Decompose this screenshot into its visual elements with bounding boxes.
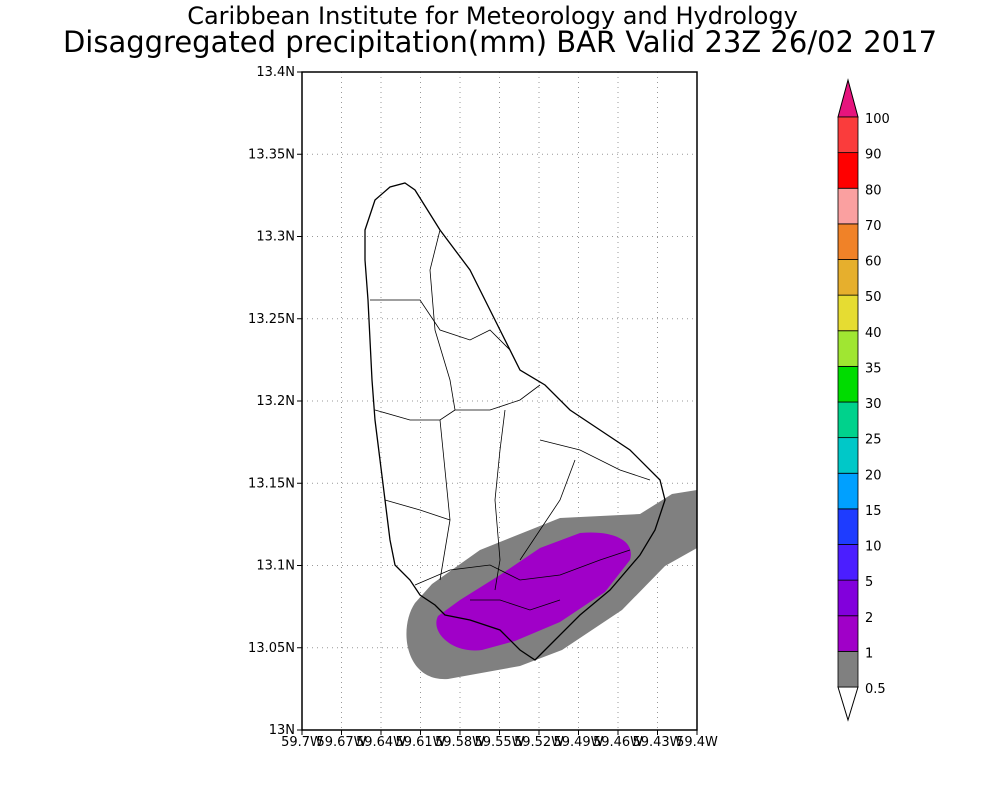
colorbar-label: 80 xyxy=(865,183,882,198)
gridlines xyxy=(302,72,697,730)
colorbar-label: 60 xyxy=(865,255,882,270)
lon-label: 59.7W xyxy=(281,735,323,750)
colorbar-label: 0.5 xyxy=(865,682,886,697)
colorbar-label: 2 xyxy=(865,611,873,626)
colorbar-label: 20 xyxy=(865,468,882,483)
colorbar-label: 10 xyxy=(865,540,882,555)
lat-label: 13.2N xyxy=(256,394,295,409)
colorbar-segment xyxy=(837,544,859,581)
lon-label: 59.52W xyxy=(514,735,564,750)
colorbar-label: 5 xyxy=(865,575,873,590)
lat-label: 13.3N xyxy=(256,230,295,245)
lon-label: 59.43W xyxy=(632,735,682,750)
colorbar-segment xyxy=(837,650,859,688)
colorbar-under-triangle xyxy=(837,686,859,722)
lat-label: 13.25N xyxy=(248,312,295,327)
colorbar-segment xyxy=(837,437,859,474)
colorbar-label: 35 xyxy=(865,361,882,376)
colorbar-segment xyxy=(837,187,859,225)
lon-label: 59.64W xyxy=(356,735,406,750)
colorbar-segment xyxy=(837,508,859,545)
lat-label: 13.35N xyxy=(248,147,295,162)
lat-label: 13.15N xyxy=(248,476,295,491)
colorbar-label: 30 xyxy=(865,397,882,412)
colorbar-segment xyxy=(837,401,859,439)
lon-label: 59.55W xyxy=(474,735,524,750)
lon-label: 59.4W xyxy=(676,735,718,750)
lat-label: 13N xyxy=(269,723,295,738)
lat-label: 13.05N xyxy=(248,641,295,656)
colorbar-label: 100 xyxy=(865,112,890,127)
colorbar-label: 40 xyxy=(865,326,882,341)
precip-shade-1-2 xyxy=(436,532,631,651)
colorbar-segment xyxy=(837,615,859,652)
axis-ticks: 59.7W59.67W59.64W59.61W59.58W59.55W59.52… xyxy=(248,65,718,750)
title-product: Disaggregated precipitation(mm) BAR Vali… xyxy=(62,25,938,59)
colorbar-segment xyxy=(837,365,859,403)
lon-label: 59.46W xyxy=(593,735,643,750)
colorbar-segment xyxy=(837,152,859,189)
colorbar-label: 50 xyxy=(865,290,882,305)
colorbar-label: 90 xyxy=(865,148,882,163)
colorbar-label: 1 xyxy=(865,646,873,661)
colorbar-segment xyxy=(837,330,859,367)
colorbar-segment xyxy=(837,259,859,296)
lat-label: 13.4N xyxy=(256,65,295,80)
colorbar-label: 15 xyxy=(865,504,882,519)
lon-label: 59.61W xyxy=(395,735,445,750)
colorbar-segment xyxy=(837,223,859,260)
lon-label: 59.49W xyxy=(553,735,603,750)
colorbar-label: 70 xyxy=(865,219,882,234)
colorbar-over-triangle xyxy=(837,78,859,118)
colorbar-segment xyxy=(837,579,859,617)
lon-label: 59.67W xyxy=(316,735,366,750)
island-outline xyxy=(364,182,666,661)
lat-label: 13.1N xyxy=(256,559,295,574)
colorbar-segment xyxy=(837,116,859,154)
parish-boundaries xyxy=(370,229,651,611)
title-institute: Caribbean Institute for Meteorology and … xyxy=(187,2,798,30)
colorbar-label: 25 xyxy=(865,433,882,448)
colorbar-segment xyxy=(837,294,859,332)
lon-label: 59.58W xyxy=(435,735,485,750)
colorbar-segment xyxy=(837,472,859,510)
